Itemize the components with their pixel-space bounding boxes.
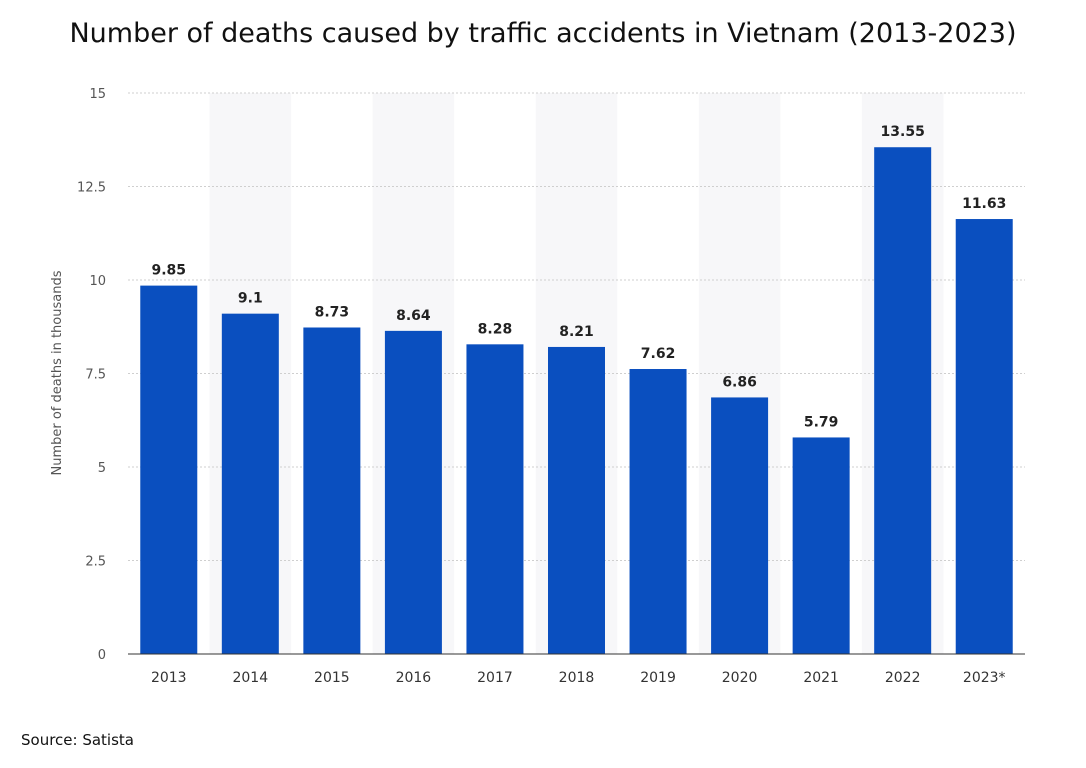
bar-2016 [384, 330, 442, 654]
y-tick-label: 10 [89, 274, 106, 289]
x-tick-label: 2015 [314, 670, 350, 686]
x-tick-label: 2014 [232, 670, 268, 686]
y-tick-label: 15 [89, 87, 106, 102]
x-axis-labels: 2013 2014 2015 2016 2017 2018 2019 2020 2021 2022… [151, 670, 1006, 686]
x-tick-label: 2019 [640, 670, 676, 686]
x-tick-label: 2016 [396, 670, 432, 686]
bar-2021 [792, 437, 850, 654]
bar-2020 [711, 397, 769, 654]
y-axis-ticks: 0 2.5 5 7.5 10 12.5 15 [77, 87, 106, 663]
value-label: 9.1 [238, 291, 263, 307]
value-label: 8.28 [478, 321, 513, 337]
value-label: 13.55 [881, 124, 925, 140]
bar-2017 [466, 344, 524, 654]
bar-chart: 0 2.5 5 7.5 10 12.5 15 9.85 9.1 8.73 8.64 8.28 8.21… [50, 87, 1025, 686]
bar-2022 [874, 147, 932, 655]
x-tick-label: 2021 [803, 670, 839, 686]
chart-title: Number of deaths caused by traffic accid… [69, 18, 1017, 49]
y-tick-label: 2.5 [85, 555, 106, 570]
x-tick-label: 2023* [963, 670, 1006, 686]
bars [140, 147, 1013, 655]
value-label: 8.64 [396, 308, 431, 324]
bar-2023* [955, 219, 1013, 654]
value-labels: 9.85 9.1 8.73 8.64 8.28 8.21 7.62 6.86 5.79 13.55… [151, 124, 1006, 430]
x-tick-label: 2018 [559, 670, 595, 686]
bar-2019 [629, 369, 687, 654]
value-label: 8.21 [559, 324, 594, 340]
bar-2014 [221, 313, 279, 654]
value-label: 9.85 [151, 263, 186, 279]
bar-2015 [303, 327, 361, 654]
y-tick-label: 0 [98, 648, 106, 663]
bar-2013 [140, 285, 198, 654]
x-tick-label: 2022 [885, 670, 921, 686]
value-label: 8.73 [315, 304, 350, 320]
x-tick-label: 2020 [722, 670, 758, 686]
y-tick-label: 5 [98, 461, 106, 476]
value-label: 5.79 [804, 414, 839, 430]
value-label: 7.62 [641, 346, 676, 362]
value-label: 6.86 [722, 374, 757, 390]
value-label: 11.63 [962, 196, 1006, 212]
bar-2018 [548, 346, 605, 654]
x-tick-label: 2013 [151, 670, 187, 686]
y-axis-label: Number of deaths in thousands [50, 270, 65, 475]
y-tick-label: 7.5 [85, 368, 106, 383]
x-tick-label: 2017 [477, 670, 513, 686]
source-note: Source: Satista [21, 731, 134, 749]
y-tick-label: 12.5 [77, 181, 106, 196]
